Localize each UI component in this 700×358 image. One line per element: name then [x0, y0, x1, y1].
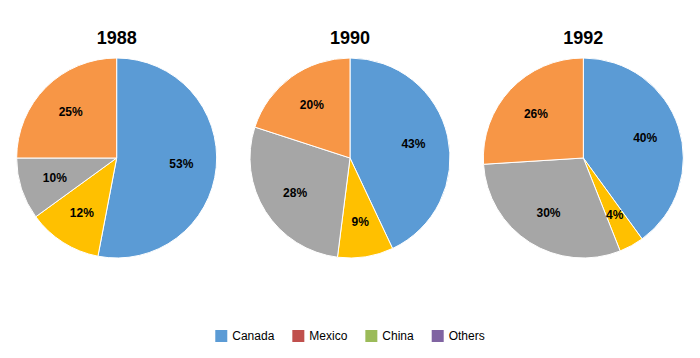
pie: 43% 9% 28% 20%: [250, 58, 450, 258]
data-label: 10%: [43, 171, 67, 185]
legend: Canada Mexico China Others: [215, 329, 484, 343]
data-label: 53%: [169, 157, 193, 171]
legend-label: Canada: [232, 329, 274, 343]
data-label: 26%: [524, 107, 548, 121]
legend-swatch: [215, 330, 227, 342]
data-label: 20%: [300, 98, 324, 112]
data-label: 4%: [606, 208, 624, 222]
data-label: 25%: [59, 105, 83, 119]
legend-item: China: [365, 329, 414, 343]
legend-swatch: [365, 330, 377, 342]
data-label: 40%: [633, 131, 657, 145]
pie-slice: [483, 58, 583, 164]
data-label: 30%: [536, 206, 560, 220]
pie-slice: [484, 158, 621, 258]
pie-slice: [255, 58, 350, 158]
pie: 53% 12% 10% 25%: [17, 58, 217, 258]
data-label: 28%: [283, 186, 307, 200]
legend-item: Others: [432, 329, 485, 343]
legend-label: Others: [449, 329, 485, 343]
legend-item: Mexico: [292, 329, 347, 343]
pie-title: 1992: [563, 28, 603, 48]
pie-slice: [17, 158, 117, 217]
legend-swatch: [292, 330, 304, 342]
pie-title: 1988: [97, 28, 137, 48]
pie-slice: [17, 58, 117, 158]
data-label: 12%: [70, 206, 94, 220]
pie: 40% 4% 30% 26%: [483, 58, 683, 258]
legend-label: Mexico: [309, 329, 347, 343]
pie-title: 1990: [330, 28, 370, 48]
legend-swatch: [432, 330, 444, 342]
legend-label: China: [382, 329, 414, 343]
data-label: 9%: [351, 215, 369, 229]
chart: 53% 12% 10% 25% 1988 43% 9% 28% 20% 1990 40% 4% 30% 2…: [0, 0, 700, 358]
data-label: 43%: [401, 137, 425, 151]
legend-item: Canada: [215, 329, 274, 343]
pie-slice: [350, 58, 450, 248]
